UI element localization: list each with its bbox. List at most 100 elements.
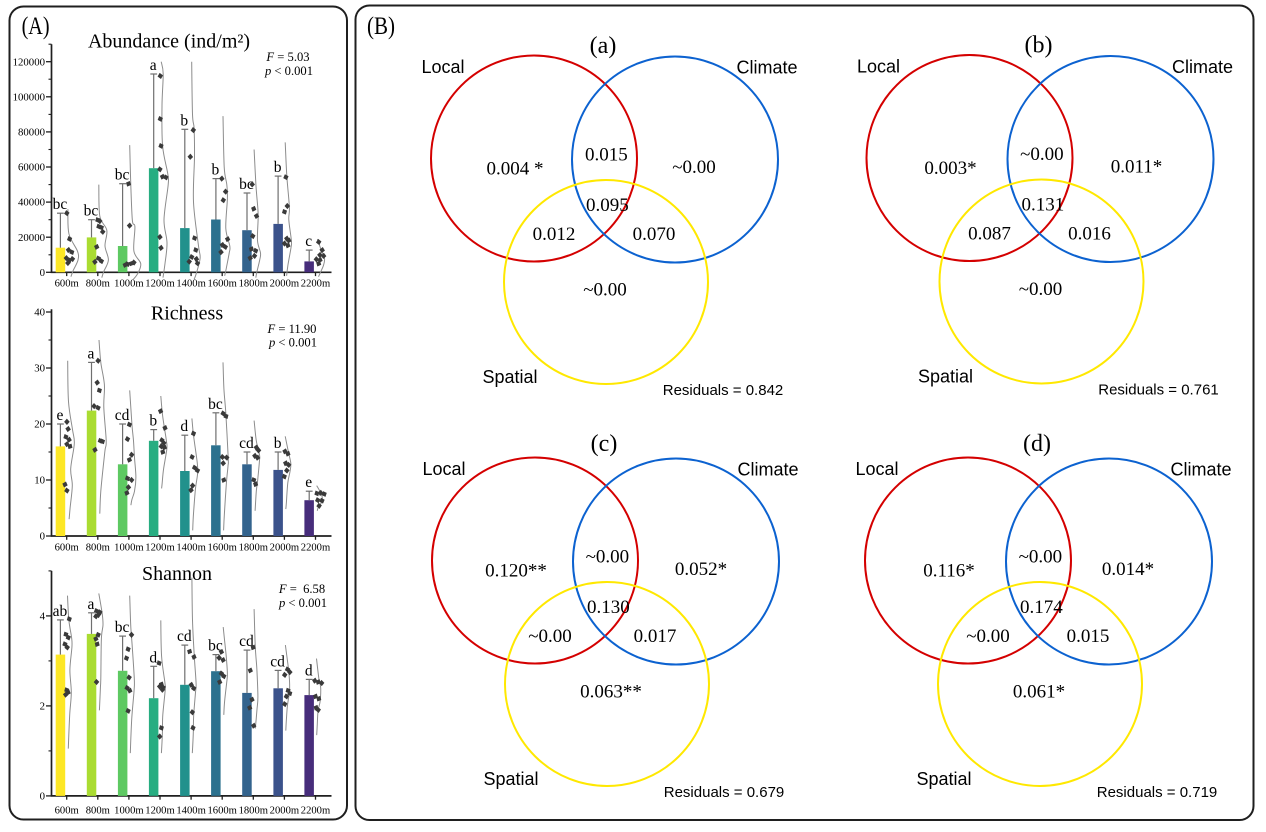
svg-text:(A): (A) — [22, 13, 50, 40]
svg-text:~0.00: ~0.00 — [1019, 279, 1063, 300]
svg-text:(d): (d) — [1023, 431, 1051, 457]
svg-text:0.174: 0.174 — [1020, 597, 1063, 618]
svg-text:2: 2 — [40, 701, 45, 713]
svg-text:2200m: 2200m — [301, 543, 331, 554]
svg-text:4: 4 — [40, 611, 46, 623]
svg-text:d: d — [305, 662, 313, 679]
svg-text:2000m: 2000m — [270, 806, 300, 817]
svg-text:Spatial: Spatial — [916, 769, 971, 789]
svg-text:0.052*: 0.052* — [675, 559, 727, 580]
svg-text:a: a — [88, 345, 95, 362]
svg-text:1000m: 1000m — [114, 543, 144, 554]
svg-text:(a): (a) — [590, 33, 617, 59]
svg-text:1600m: 1600m — [207, 543, 237, 554]
svg-text:d: d — [149, 649, 157, 666]
svg-text:1800m: 1800m — [239, 806, 269, 817]
svg-text:Residuals = 0.842: Residuals = 0.842 — [663, 382, 784, 399]
svg-text:0.015: 0.015 — [1067, 626, 1110, 647]
svg-text:1000m: 1000m — [114, 806, 144, 817]
svg-text:0.012: 0.012 — [533, 224, 576, 245]
svg-text:p < 0.001: p < 0.001 — [278, 596, 327, 610]
svg-text:(c): (c) — [591, 431, 618, 457]
svg-text:~0.00: ~0.00 — [583, 280, 627, 301]
svg-text:Climate: Climate — [737, 460, 798, 480]
svg-text:d: d — [180, 418, 188, 435]
svg-text:~0.00: ~0.00 — [528, 626, 572, 647]
svg-text:~0.00: ~0.00 — [586, 547, 630, 568]
svg-text:F = 11.90: F = 11.90 — [267, 322, 317, 336]
svg-text:2000m: 2000m — [270, 279, 300, 290]
svg-text:0.120**: 0.120** — [485, 561, 547, 582]
svg-text:0.095: 0.095 — [586, 195, 629, 216]
svg-text:p < 0.001: p < 0.001 — [264, 64, 313, 78]
svg-text:800m: 800m — [86, 543, 111, 554]
svg-text:20000: 20000 — [18, 232, 45, 244]
svg-text:c: c — [305, 233, 312, 250]
svg-text:1400m: 1400m — [176, 279, 206, 290]
svg-text:bc: bc — [208, 396, 223, 413]
svg-text:Shannon: Shannon — [142, 563, 212, 585]
svg-text:0.116*: 0.116* — [923, 561, 975, 582]
svg-text:Abundance (ind/m²): Abundance (ind/m²) — [88, 31, 250, 53]
svg-text:0.011*: 0.011* — [1111, 157, 1163, 178]
svg-text:Spatial: Spatial — [918, 367, 973, 387]
svg-text:Spatial: Spatial — [482, 367, 537, 387]
svg-text:0.070: 0.070 — [633, 224, 676, 245]
svg-text:bc: bc — [239, 176, 254, 193]
svg-text:1800m: 1800m — [239, 279, 269, 290]
svg-text:1200m: 1200m — [145, 806, 175, 817]
svg-text:2200m: 2200m — [301, 279, 331, 290]
svg-text:40000: 40000 — [18, 197, 45, 209]
svg-text:0.017: 0.017 — [634, 626, 677, 647]
svg-text:cd: cd — [177, 628, 192, 645]
svg-text:cd: cd — [239, 435, 254, 452]
svg-text:0.015: 0.015 — [585, 145, 628, 166]
svg-text:bc: bc — [84, 203, 99, 220]
svg-text:b: b — [212, 162, 220, 179]
svg-text:1600m: 1600m — [207, 806, 237, 817]
svg-text:0.130: 0.130 — [587, 597, 630, 618]
svg-text:800m: 800m — [86, 279, 111, 290]
svg-text:~0.00: ~0.00 — [966, 626, 1010, 647]
svg-text:Richness: Richness — [151, 303, 223, 325]
svg-text:cd: cd — [270, 653, 285, 670]
svg-text:e: e — [56, 407, 63, 424]
svg-text:Climate: Climate — [736, 58, 797, 78]
svg-text:ab: ab — [53, 603, 68, 620]
svg-text:Local: Local — [855, 459, 898, 479]
svg-text:0.131: 0.131 — [1022, 194, 1065, 215]
svg-text:F = 5.03: F = 5.03 — [265, 50, 309, 64]
svg-text:30: 30 — [34, 363, 45, 375]
svg-text:2200m: 2200m — [301, 806, 331, 817]
svg-text:bc: bc — [115, 619, 130, 636]
svg-text:b: b — [274, 159, 282, 176]
svg-text:cd: cd — [239, 633, 254, 650]
svg-text:cd: cd — [115, 407, 130, 424]
svg-text:Residuals = 0.719: Residuals = 0.719 — [1097, 784, 1218, 801]
svg-text:800m: 800m — [86, 806, 111, 817]
svg-text:2000m: 2000m — [270, 543, 300, 554]
svg-text:1400m: 1400m — [176, 806, 206, 817]
svg-text:bc: bc — [208, 638, 223, 655]
svg-text:20: 20 — [34, 419, 45, 431]
svg-text:Local: Local — [857, 57, 900, 77]
svg-text:Climate: Climate — [1172, 57, 1233, 77]
svg-text:0.087: 0.087 — [968, 224, 1011, 245]
svg-text:1200m: 1200m — [145, 279, 175, 290]
svg-text:(b): (b) — [1025, 33, 1053, 59]
svg-text:Residuals = 0.679: Residuals = 0.679 — [664, 784, 785, 801]
svg-text:100000: 100000 — [13, 91, 45, 103]
svg-text:p < 0.001: p < 0.001 — [268, 336, 317, 350]
svg-text:(B): (B) — [367, 13, 395, 40]
svg-text:Spatial: Spatial — [483, 769, 538, 789]
svg-text:0.061*: 0.061* — [1013, 682, 1065, 703]
svg-text:bc: bc — [115, 167, 130, 184]
svg-text:60000: 60000 — [18, 162, 45, 174]
svg-text:600m: 600m — [55, 279, 80, 290]
svg-text:1800m: 1800m — [239, 543, 269, 554]
svg-text:~0.00: ~0.00 — [672, 157, 716, 178]
svg-text:1200m: 1200m — [145, 543, 175, 554]
svg-text:b: b — [274, 435, 282, 452]
svg-text:0: 0 — [40, 267, 45, 279]
svg-text:bc: bc — [53, 196, 68, 213]
